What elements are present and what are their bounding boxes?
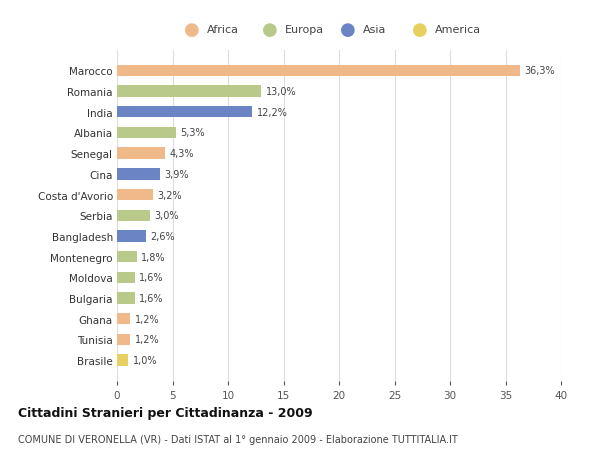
Bar [117, 210, 151, 221]
Text: Asia: Asia [363, 25, 386, 35]
Text: 36,3%: 36,3% [524, 66, 555, 76]
Text: 4,3%: 4,3% [169, 149, 194, 159]
Bar [117, 334, 130, 345]
Text: 1,2%: 1,2% [135, 335, 160, 345]
Text: 3,2%: 3,2% [157, 190, 182, 200]
Bar [117, 148, 165, 159]
Text: ●: ● [184, 21, 200, 39]
Bar [117, 272, 135, 283]
Text: Cittadini Stranieri per Cittadinanza - 2009: Cittadini Stranieri per Cittadinanza - 2… [18, 406, 313, 419]
Text: 12,2%: 12,2% [257, 107, 288, 118]
Text: 5,3%: 5,3% [180, 128, 205, 138]
Text: 1,0%: 1,0% [133, 355, 157, 365]
Text: ●: ● [340, 21, 356, 39]
Bar [117, 169, 160, 180]
Text: 13,0%: 13,0% [266, 87, 296, 97]
Bar [117, 252, 137, 263]
Text: 3,0%: 3,0% [155, 211, 179, 221]
Bar [117, 190, 152, 201]
Bar [117, 313, 130, 325]
Text: ●: ● [262, 21, 278, 39]
Bar [117, 66, 520, 77]
Text: America: America [435, 25, 481, 35]
Bar [117, 107, 253, 118]
Text: 1,6%: 1,6% [139, 273, 164, 283]
Text: 1,8%: 1,8% [142, 252, 166, 262]
Bar [117, 128, 176, 139]
Bar [117, 293, 135, 304]
Text: ●: ● [412, 21, 428, 39]
Text: 3,9%: 3,9% [165, 169, 189, 179]
Bar [117, 355, 128, 366]
Text: Europa: Europa [285, 25, 324, 35]
Text: COMUNE DI VERONELLA (VR) - Dati ISTAT al 1° gennaio 2009 - Elaborazione TUTTITAL: COMUNE DI VERONELLA (VR) - Dati ISTAT al… [18, 434, 458, 444]
Bar [117, 86, 262, 97]
Text: Africa: Africa [207, 25, 239, 35]
Text: 1,6%: 1,6% [139, 293, 164, 303]
Text: 2,6%: 2,6% [151, 231, 175, 241]
Bar [117, 231, 146, 242]
Text: 1,2%: 1,2% [135, 314, 160, 324]
